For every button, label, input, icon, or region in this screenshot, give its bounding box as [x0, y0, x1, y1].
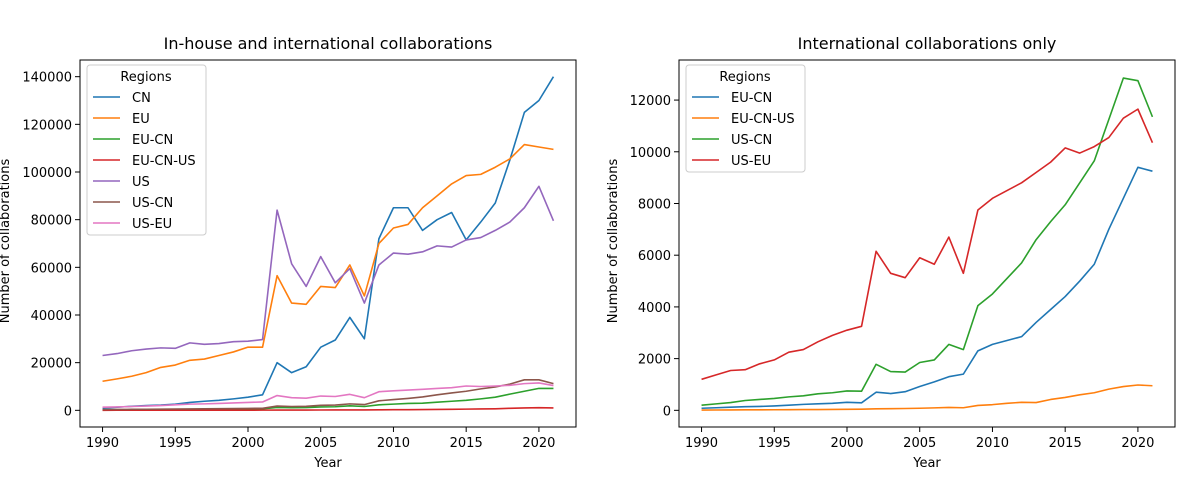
- x-tick-label: 2020: [1121, 436, 1154, 451]
- series-line-eu-cn-us: [102, 406, 554, 412]
- x-tick-label: 2005: [304, 436, 337, 451]
- x-tick-label: 2000: [830, 436, 863, 451]
- chart-title: International collaborations only: [798, 34, 1057, 53]
- y-tick-label: 100000: [22, 166, 72, 181]
- y-tick-label: 0: [64, 404, 72, 419]
- series-line-eu-cn: [701, 166, 1153, 410]
- x-tick-label: 1990: [685, 436, 718, 451]
- x-tick-label: 1990: [86, 436, 119, 451]
- axis-ticks: 1990 1995 2000 2005 2010 2015 2020 0 20000 40000 6…: [22, 71, 555, 451]
- legend-label: EU-CN: [731, 91, 772, 106]
- y-tick-label: 140000: [22, 71, 72, 86]
- legend-box: [685, 64, 806, 173]
- series-line-cn: [102, 76, 555, 409]
- x-tick-label: 2000: [231, 436, 264, 451]
- y-tick-label: 120000: [22, 118, 72, 133]
- y-tick-label: 60000: [31, 261, 72, 276]
- y-tick-label: 4000: [638, 301, 671, 316]
- x-tick-label: 1995: [159, 436, 192, 451]
- y-axis-label: Number of collaborations: [606, 159, 621, 324]
- legend-items: EU-CN EU-CN-US US-CN US-EU: [692, 91, 795, 169]
- x-axis-label: Year: [912, 456, 941, 471]
- legend-label: US-CN: [731, 133, 772, 148]
- chart-panel-left: In-house and international collaboration…: [0, 34, 577, 471]
- series-line-us-eu: [102, 382, 554, 409]
- series-lines: [102, 76, 555, 412]
- y-axis-label: Number of collaborations: [0, 159, 13, 324]
- legend-items: CN EU EU-CN EU-CN-US US US-CN US-EU: [93, 91, 196, 232]
- y-tick-label: 12000: [630, 94, 671, 109]
- y-tick-label: 10000: [630, 146, 671, 161]
- y-tick-label: 2000: [638, 353, 671, 368]
- plot-frame: [79, 59, 577, 428]
- axis-ticks: 1990 1995 2000 2005 2010 2015 2020 0 2000 4000 600…: [630, 94, 1155, 451]
- legend-label: US: [132, 175, 150, 190]
- legend-box: [86, 64, 207, 236]
- x-tick-label: 2005: [903, 436, 936, 451]
- legend-label: US-EU: [132, 217, 172, 232]
- legend-label: US-EU: [731, 154, 771, 169]
- x-tick-label: 1995: [758, 436, 791, 451]
- series-line-us: [102, 185, 555, 357]
- chart-title: In-house and international collaboration…: [164, 34, 493, 53]
- y-tick-label: 80000: [31, 214, 72, 229]
- legend-title: Regions: [120, 70, 172, 85]
- y-tick-label: 6000: [638, 249, 671, 264]
- legend: Regions CN EU EU-CN EU-CN-US US US-CN US-EU: [86, 64, 207, 236]
- legend-label: EU-CN-US: [731, 112, 795, 127]
- x-tick-label: 2010: [377, 436, 410, 451]
- legend-label: CN: [132, 91, 151, 106]
- y-tick-label: 8000: [638, 197, 671, 212]
- series-line-us-cn: [102, 379, 554, 411]
- plot-frame: [678, 59, 1176, 428]
- legend: Regions EU-CN EU-CN-US US-CN US-EU: [685, 64, 806, 173]
- y-tick-label: 20000: [31, 357, 72, 372]
- legend-title: Regions: [719, 70, 771, 85]
- series-line-eu: [102, 143, 554, 383]
- x-tick-label: 2010: [976, 436, 1009, 451]
- legend-label: EU-CN: [132, 133, 173, 148]
- chart-panel-right: International collaborations only Year N…: [606, 34, 1176, 471]
- x-axis-label: Year: [313, 456, 342, 471]
- legend-label: EU: [132, 112, 150, 127]
- x-tick-label: 2020: [522, 436, 555, 451]
- series-lines: [701, 77, 1154, 411]
- legend-label: EU-CN-US: [132, 154, 196, 169]
- series-line-us-cn: [701, 77, 1154, 406]
- series-line-eu-cn-us: [701, 384, 1153, 411]
- y-tick-label: 40000: [31, 309, 72, 324]
- series-line-us-eu: [701, 108, 1154, 381]
- y-tick-label: 0: [663, 404, 671, 419]
- x-tick-label: 2015: [1049, 436, 1082, 451]
- legend-label: US-CN: [132, 196, 173, 211]
- x-tick-label: 2015: [450, 436, 483, 451]
